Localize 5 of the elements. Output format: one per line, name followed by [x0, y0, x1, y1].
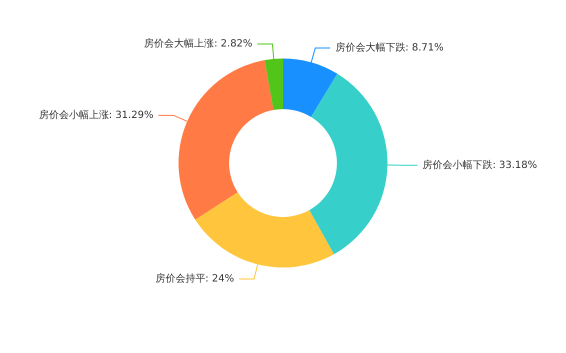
slice-label: 房价会大幅上涨: 2.82% [144, 38, 252, 50]
slice-label: 房价会大幅下跌: 8.71% [335, 41, 444, 54]
slice-label: 房价会持平: 24% [155, 272, 234, 284]
slice-label: 房价会小幅下跌: 33.18% [422, 158, 538, 171]
slice-label: 房价会小幅上涨: 31.29% [38, 108, 154, 121]
